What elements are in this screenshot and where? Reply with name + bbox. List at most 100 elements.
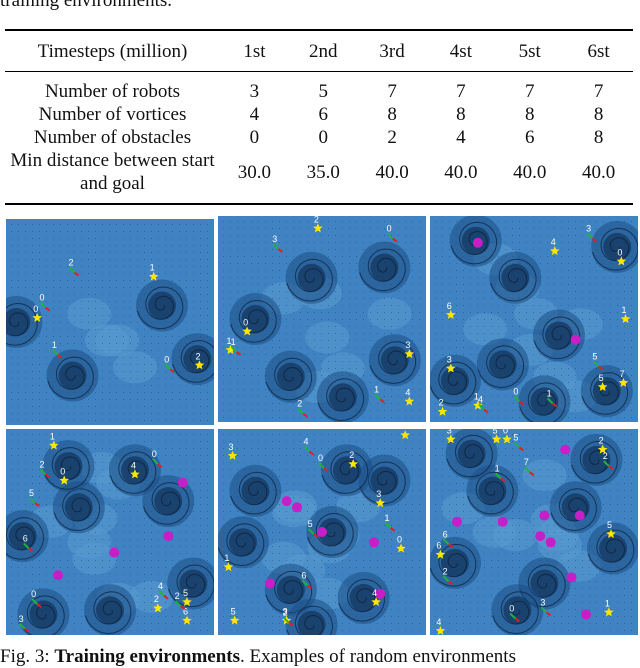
header-cell-6: 6st [587,40,610,62]
goal-label: 4 [372,588,377,598]
goal-star [550,246,560,256]
training-schedule-table: Timesteps (million) 1st 2nd 3rd 4st 5st … [5,29,633,205]
goal-label: 0 [60,467,65,477]
goal-label: 3 [229,442,234,452]
environment-map: 4 0 6 1 3 5 2 7 1 3 1 5 0 4 [430,216,638,422]
robot-velocity [169,368,175,374]
table-cell: 8 [387,104,397,125]
vortex-swirl [519,564,566,608]
goal-star [148,271,159,281]
robot-label: 1 [52,340,57,350]
robot-heading [301,579,309,587]
robot-velocity [514,617,520,623]
robot-label: 1 [385,513,390,523]
table-cell: 8 [456,104,466,125]
robot-label: 7 [524,457,529,467]
robot-heading [68,266,76,274]
table-cell: 4 [249,104,260,125]
goal-star [242,326,252,336]
goal-star [371,597,381,607]
robot-velocity [552,402,558,408]
robot-velocity [518,400,524,406]
table-cell: 0 [249,127,260,148]
vortex-swirl [321,451,369,494]
goal-label: 1 [226,336,231,346]
robot-label: 3 [272,234,277,244]
vortex-swirl [571,440,618,484]
robot-heading [384,522,392,529]
table-cell: 40.0 [581,161,616,183]
obstacle [452,516,463,527]
goal-star [223,562,234,572]
robot-label: 5 [513,432,518,442]
robot-heading [18,623,26,630]
vortex-swirl [265,570,313,614]
goal-star [446,309,456,319]
goal-label: 3 [376,489,381,499]
goal-label: 5 [599,373,604,383]
table-row: Number of vortices 4 6 8 8 8 8 [5,103,633,126]
robot-velocity [448,580,454,586]
robot-label: 1 [374,384,379,394]
goal-star [182,597,192,607]
vortex-swirl [519,382,566,422]
goal-label: 5 [183,588,188,598]
robot-velocity [236,351,242,356]
table-cell: 8 [524,104,535,125]
vortex-swirl [218,523,265,567]
robot-heading [513,395,521,403]
robot-label: 5 [29,488,34,498]
robot-heading [386,232,394,240]
robot-label: 5 [308,519,313,529]
obstacle [265,578,275,589]
obstacle [545,537,556,548]
goal-star [348,459,358,469]
vortex-swirl [286,605,333,635]
environment-map: 1 0 2 2 0 1 0 [6,219,214,425]
robot-velocity [323,467,329,472]
goal-star [502,434,512,444]
robot-heading [478,403,485,411]
robot-heading [29,497,36,504]
goal-label: 3 [405,340,410,350]
calm-region [67,297,112,330]
row-label: Number of vortices [38,104,187,125]
robot-velocity [73,271,80,277]
vortex-swirl [286,258,333,302]
robot-label: 0 [164,354,169,364]
vortex-swirl [467,471,514,515]
environment-panel-1: 1 0 2 2 0 1 0 [6,219,214,425]
vortex-swirl [369,341,417,384]
calm-region [305,321,350,354]
obstacle [574,510,585,521]
goal-star [375,498,385,508]
obstacle [281,496,292,507]
robot-label: 2 [443,566,448,576]
robot-velocity [44,473,51,479]
goal-label: 0 [503,429,508,435]
table-cell: 0 [318,127,328,148]
robot-heading [39,301,47,309]
goal-label: 3 [283,607,288,617]
table-cell: 7 [456,81,466,102]
robot-label: 4 [478,395,483,405]
robot-velocity [591,237,597,243]
obstacle [497,516,508,527]
header-cell-4: 4st [449,40,472,62]
header-cell-5: 5st [518,40,541,62]
goal-star [313,223,323,233]
table-cell: 4 [456,127,466,148]
robot-velocity [308,450,315,456]
header-cell-1: 1st [243,40,266,62]
robot-label: 0 [513,386,518,396]
goal-star [473,400,483,410]
calm-region [463,313,508,346]
robot-velocity [500,477,506,483]
goal-label: 1 [622,305,627,315]
robot-velocity [529,471,535,477]
robot-heading [540,606,548,613]
obstacle [53,570,63,581]
